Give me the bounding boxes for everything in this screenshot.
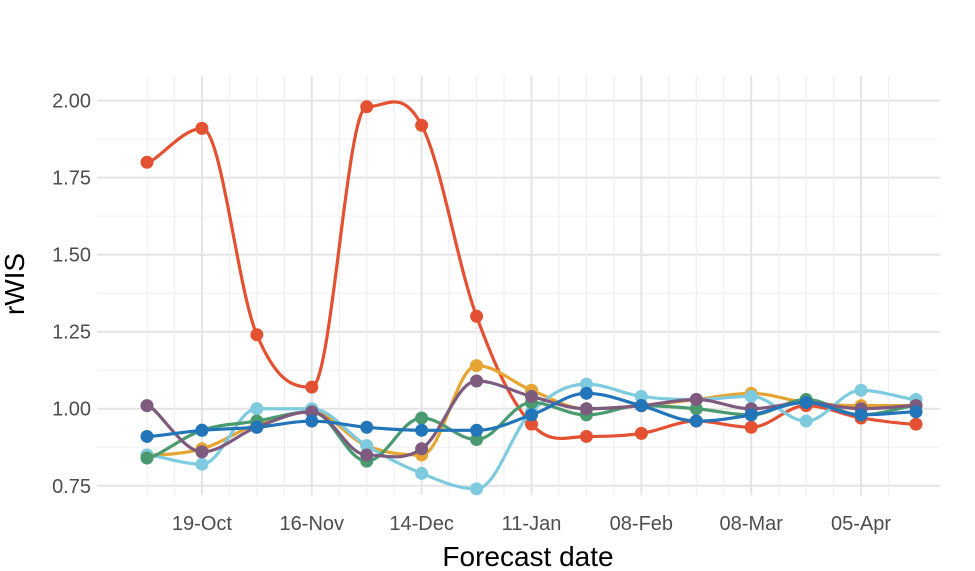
data-point (909, 417, 923, 431)
data-point (470, 433, 484, 447)
data-point (360, 439, 374, 453)
data-point (470, 482, 484, 496)
x-tick-label: 08-Feb (610, 513, 673, 535)
y-tick-label: 1.00 (52, 399, 91, 421)
y-tick-label: 1.50 (52, 245, 91, 267)
data-point (195, 423, 209, 437)
data-point (579, 377, 593, 391)
data-point (799, 414, 813, 428)
data-point (195, 121, 209, 135)
data-point (579, 429, 593, 443)
x-tick-label: 19-Oct (172, 513, 232, 535)
data-point (854, 383, 868, 397)
data-point (470, 359, 484, 373)
data-point (744, 420, 758, 434)
data-point (360, 448, 374, 462)
data-point (634, 399, 648, 413)
data-point (195, 457, 209, 471)
data-point (415, 466, 429, 480)
data-point (854, 408, 868, 422)
data-point (140, 155, 154, 169)
data-point (579, 402, 593, 416)
x-tick-label: 11-Jan (502, 513, 562, 535)
data-point (140, 451, 154, 465)
data-point (525, 417, 538, 431)
y-axis-title: rWIS (0, 253, 30, 315)
data-point (909, 405, 923, 419)
data-point (689, 414, 703, 428)
data-point (360, 420, 374, 434)
y-tick-label: 0.75 (52, 476, 91, 498)
data-point (250, 402, 264, 416)
x-tick-label: 14-Dec (389, 513, 453, 535)
x-tick-label: 16-Nov (280, 513, 344, 535)
data-point (195, 445, 209, 459)
data-point (689, 402, 703, 416)
data-point (579, 386, 593, 400)
x-tick-label: 05-Apr (831, 513, 891, 535)
series-layer (140, 100, 923, 496)
y-tick-label: 1.75 (52, 168, 91, 190)
data-point (525, 389, 538, 403)
x-axis-ticks: 19-Oct 16-Nov 14-Dec 11-Jan 08-Feb 08-Mar 05-A… (172, 513, 892, 535)
y-tick-label: 1.25 (52, 322, 91, 344)
data-point (634, 389, 648, 403)
y-tick-label: 2.00 (52, 91, 91, 113)
x-axis-title: Forecast date (442, 541, 613, 571)
series-6 (140, 386, 923, 443)
data-point (634, 426, 648, 440)
data-point (744, 408, 758, 422)
x-tick-label: 08-Mar (720, 513, 784, 535)
data-point (360, 100, 374, 114)
data-point (250, 328, 264, 342)
data-point (415, 118, 429, 132)
data-point (415, 442, 429, 456)
data-point (140, 399, 154, 413)
data-point (689, 392, 703, 406)
data-point (415, 423, 429, 437)
y-axis-ticks: 0.75 1.00 1.25 1.50 1.75 2.00 (52, 91, 91, 498)
data-point (140, 429, 154, 443)
data-point (305, 414, 319, 428)
data-point (305, 380, 319, 394)
data-point (470, 309, 484, 323)
data-point (415, 411, 429, 425)
data-point (525, 408, 538, 422)
data-point (250, 420, 264, 434)
data-point (744, 389, 758, 403)
data-point (470, 423, 484, 437)
data-point (799, 396, 813, 410)
data-point (470, 374, 484, 388)
data-point (305, 405, 319, 419)
